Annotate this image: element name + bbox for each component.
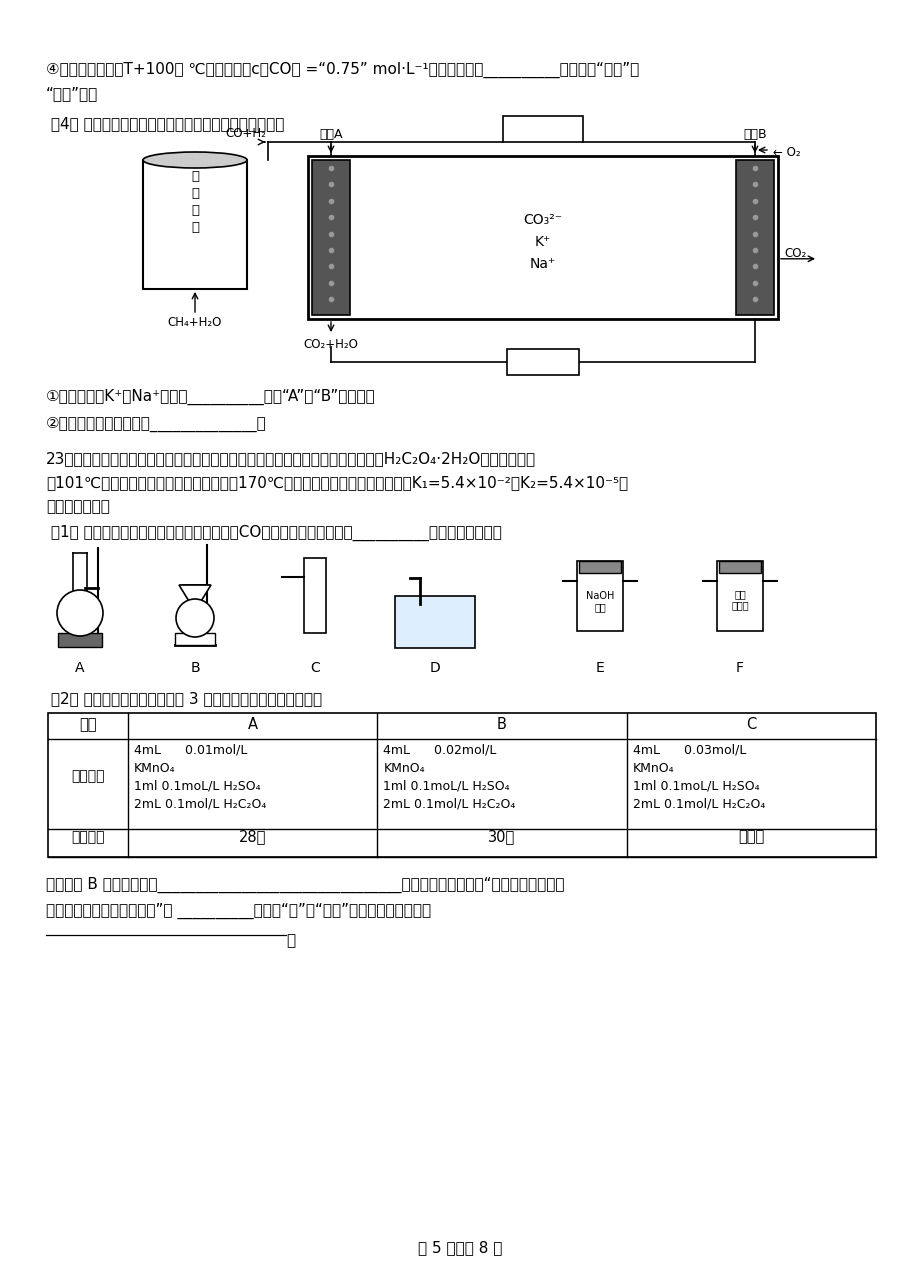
Ellipse shape [57,589,103,636]
Text: 脱水: 脱水 [535,353,550,365]
Text: 不褪色: 不褪色 [737,830,764,844]
Text: F: F [735,661,743,675]
Bar [576,561,622,631]
Bar [142,160,246,289]
Text: 写出试管 B 的离子方程式________________________________；上述实验能否说明“相同条件下，反应: 写出试管 B 的离子方程式___________________________… [46,877,564,894]
Text: A: A [75,661,85,675]
Text: E: E [595,661,604,675]
Text: 用电器: 用电器 [531,118,553,132]
Bar [303,558,325,633]
Text: 30秒: 30秒 [488,830,515,844]
Text: 物浓度越大，反应速率越快”？ __________（选填“能”或“不能”）；简述你的理由：: 物浓度越大，反应速率越快”？ __________（选填“能”或“不能”）；简述… [46,903,431,919]
Bar [48,713,875,857]
Bar [735,160,773,314]
Bar [506,349,578,376]
Ellipse shape [142,151,246,168]
Text: CH₄+H₂O: CH₄+H₂O [167,316,222,328]
Bar [312,160,349,314]
Text: 褪色时间: 褪色时间 [71,830,105,844]
Text: 23．草酸是植物（特别是草本植物）常具有的成分，具有广泛的用途。草酸晶体（H₂C₂O₄·2H₂O）无色，燕点: 23．草酸是植物（特别是草本植物）常具有的成分，具有广泛的用途。草酸晶体（H₂C… [46,451,536,466]
Text: ①放电过程中K⁺和Na⁺向电极__________（填“A”或“B”）移动。: ①放电过程中K⁺和Na⁺向电极__________（填“A”或“B”）移动。 [46,390,375,405]
Bar [308,157,777,320]
Text: ②该电池的负极反应式为______________。: ②该电池的负极反应式为______________。 [46,418,267,433]
Text: C: C [745,717,755,732]
Text: 。: 。 [286,933,295,948]
Text: 4mL      0.02mol/L
KMnO₄
1ml 0.1moL/L H₂SO₄
2mL 0.1mol/L H₂C₂O₄: 4mL 0.02mol/L KMnO₄ 1ml 0.1moL/L H₂SO₄ 2… [383,743,516,811]
Bar [503,116,583,143]
Text: D: D [429,661,440,675]
Text: 加入试剂: 加入试剂 [71,769,105,783]
Text: 电极B: 电极B [743,129,766,141]
Text: C: C [310,661,320,675]
Bar [719,561,760,573]
Bar [58,633,102,647]
Text: （4） 已知熶融碳酸盐燃料电池的工作原理示意图如下：: （4） 已知熶融碳酸盐燃料电池的工作原理示意图如下： [46,116,284,131]
Bar [175,633,215,645]
Bar [716,561,762,631]
Text: K⁺: K⁺ [534,236,550,250]
Text: 试管: 试管 [79,717,96,732]
Text: A: A [247,717,257,732]
Text: B: B [190,661,199,675]
Text: 4mL      0.03mol/L
KMnO₄
1ml 0.1moL/L H₂SO₄
2mL 0.1mol/L H₂C₂O₄: 4mL 0.03mol/L KMnO₄ 1ml 0.1moL/L H₂SO₄ 2… [632,743,765,811]
Text: 4mL      0.01mol/L
KMnO₄
1ml 0.1moL/L H₂SO₄
2mL 0.1mol/L H₂C₂O₄: 4mL 0.01mol/L KMnO₄ 1ml 0.1moL/L H₂SO₄ 2… [134,743,267,811]
Text: 催
化
重
整: 催 化 重 整 [191,171,199,234]
Text: 28秒: 28秒 [239,830,267,844]
Bar [394,596,474,648]
Text: “放热”）。: “放热”）。 [46,87,98,101]
Ellipse shape [176,600,214,636]
Polygon shape [179,586,210,611]
Text: （1） 拟用下列装置分解草酸制备少量纯净的CO，其合理的连接顺序为__________（填字母序号）。: （1） 拟用下列装置分解草酸制备少量纯净的CO，其合理的连接顺序为_______… [46,524,502,541]
Text: CO+H₂: CO+H₂ [225,127,266,140]
Bar [578,561,620,573]
Text: 第 5 页，共 8 页: 第 5 页，共 8 页 [417,1240,502,1255]
Text: 澄清
石灰水: 澄清 石灰水 [731,589,748,611]
Text: B: B [496,717,506,732]
Text: ← O₂: ← O₂ [772,145,800,159]
Text: Na⁺: Na⁺ [529,257,555,271]
Text: NaOH
溶液: NaOH 溶液 [585,591,614,612]
Text: 为101℃，易溢于水，受热易脱水、升华，170℃以上分解。常温下它的电离常数K₁=5.4×10⁻²，K₂=5.4×10⁻⁵。: 为101℃，易溢于水，受热易脱水、升华，170℃以上分解。常温下它的电离常数K₁… [46,475,628,490]
Text: ④当温度升高到（T+100） ℃时，容器中c（CO） =“0.75” mol·L⁻¹，则该反应是__________反应（填“吸热”或: ④当温度升高到（T+100） ℃时，容器中c（CO） =“0.75” mol·L… [46,62,639,78]
Text: （2） 相同温度条件下，分别用 3 支试管按下列要求完成实验：: （2） 相同温度条件下，分别用 3 支试管按下列要求完成实验： [46,691,322,707]
Text: 电极A: 电极A [319,129,343,141]
Text: CO₂+H₂O: CO₂+H₂O [303,339,358,351]
Text: CO₃²⁻: CO₃²⁻ [523,213,562,227]
Text: CO₂: CO₂ [783,247,805,260]
Text: 回答下列问题：: 回答下列问题： [46,499,109,514]
